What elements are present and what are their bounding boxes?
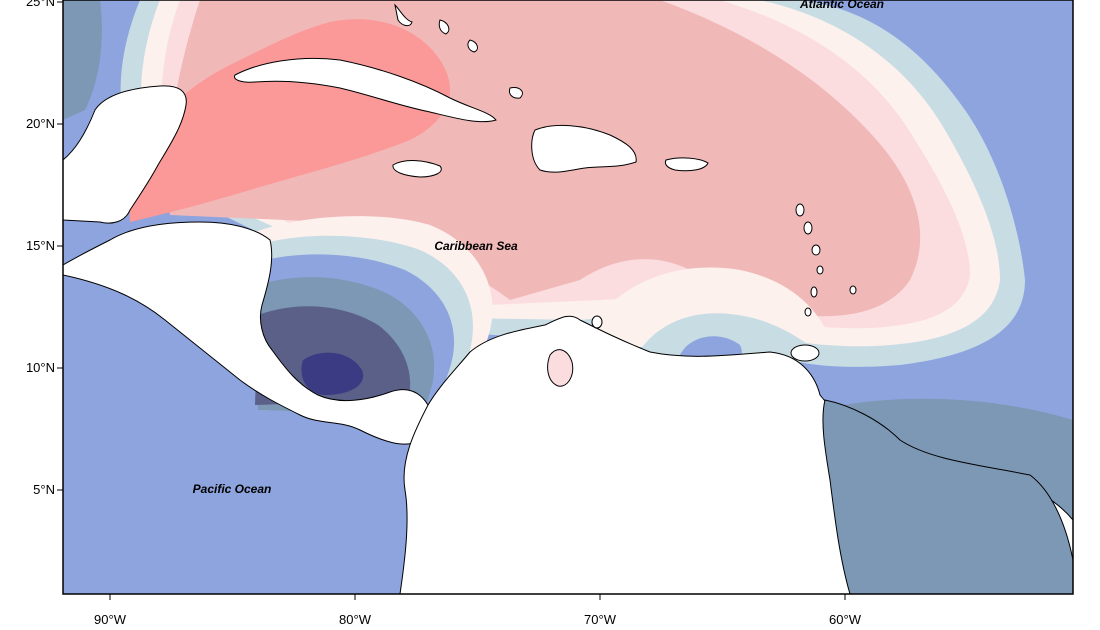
contour-gulf-corner [63,0,102,120]
contour-panama-dark [301,352,364,395]
lon-tick-label: 90°W [94,612,127,627]
lake-maracaibo [547,349,574,387]
lon-tick-label: 70°W [584,612,617,627]
land-central-america [63,221,431,445]
label-pacific-ocean: Pacific Ocean [193,482,272,496]
lat-tick-label: 20°N [26,116,55,131]
land-bahamas [394,3,523,99]
land-puerto-rico [664,157,709,172]
lon-tick-label: 80°W [339,612,372,627]
label-atlantic-ocean: Atlantic Ocean [799,0,884,11]
land-jamaica [392,160,442,178]
lon-tick-label: 60°W [829,612,862,627]
map-canvas [63,0,1073,594]
land-lesser-antilles [591,203,857,362]
lon-axis: 90°W 80°W 70°W 60°W [94,594,862,627]
land-guianas-shaded [822,399,1073,594]
lat-axis: 25°N 20°N 15°N 10°N 5°N [26,0,63,497]
map-frame [62,0,1074,595]
lat-tick-label: 5°N [33,482,55,497]
land-cuba [233,57,497,123]
land-hispaniola [531,125,637,173]
lat-tick-label: 25°N [26,0,55,9]
lat-tick-label: 15°N [26,238,55,253]
lat-tick-label: 10°N [26,360,55,375]
land-mexico-yucatan [63,85,187,224]
label-caribbean-sea: Caribbean Sea [434,239,518,253]
